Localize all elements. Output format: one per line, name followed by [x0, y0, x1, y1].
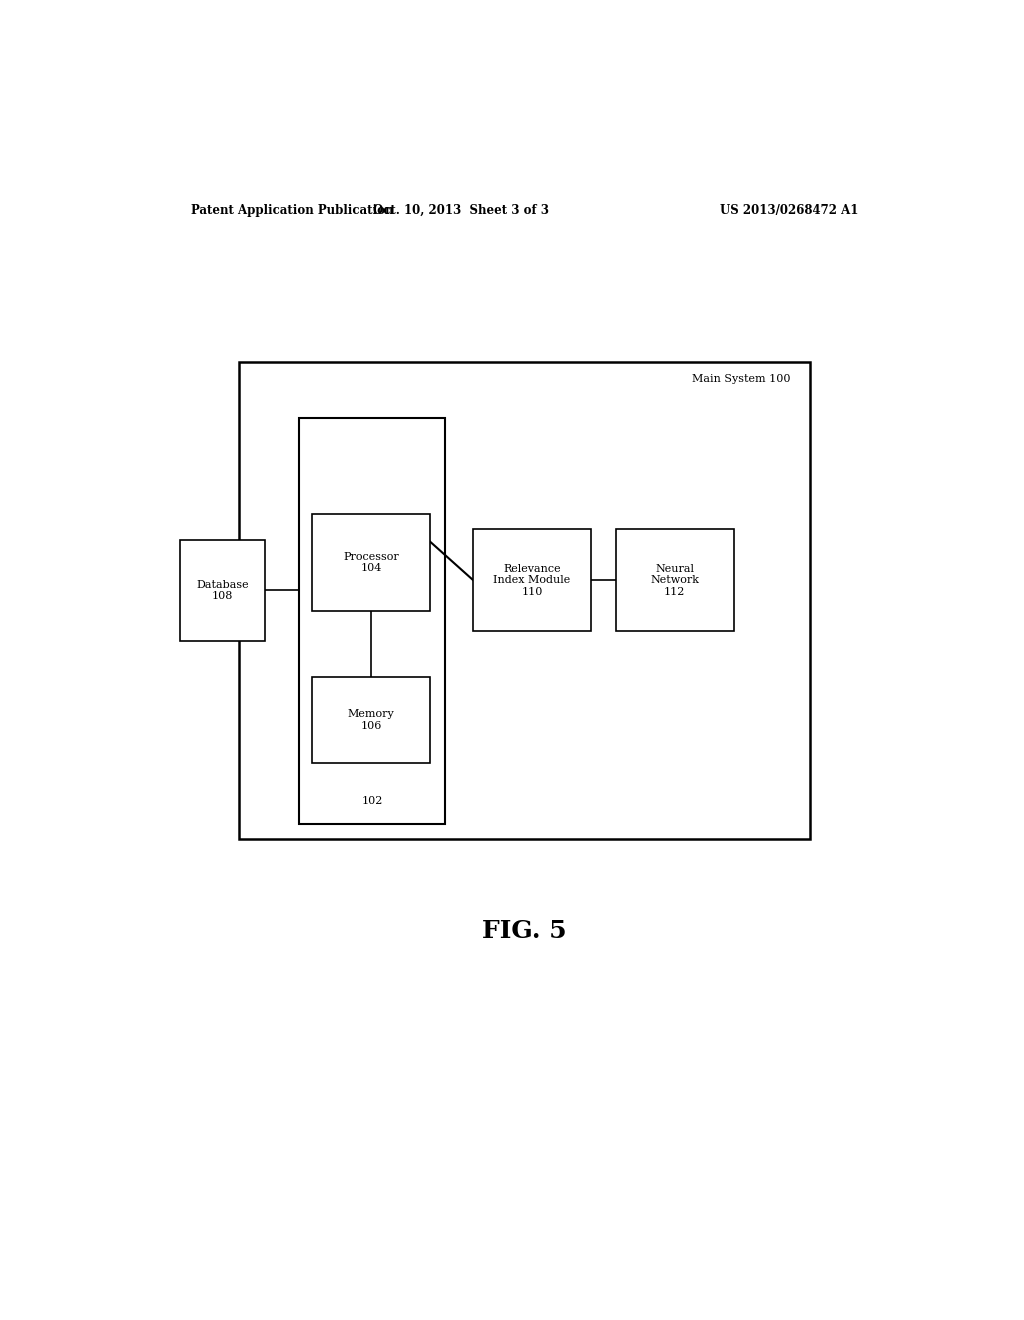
Text: Main System 100: Main System 100: [692, 374, 791, 384]
Text: Relevance
Index Module
110: Relevance Index Module 110: [494, 564, 570, 597]
Text: US 2013/0268472 A1: US 2013/0268472 A1: [720, 205, 858, 216]
FancyBboxPatch shape: [473, 529, 591, 631]
FancyBboxPatch shape: [299, 417, 445, 824]
FancyBboxPatch shape: [179, 540, 265, 642]
FancyBboxPatch shape: [240, 362, 811, 840]
Text: Oct. 10, 2013  Sheet 3 of 3: Oct. 10, 2013 Sheet 3 of 3: [374, 205, 549, 216]
FancyBboxPatch shape: [312, 677, 430, 763]
Text: FIG. 5: FIG. 5: [482, 919, 567, 942]
FancyBboxPatch shape: [616, 529, 733, 631]
Text: 102: 102: [361, 796, 383, 805]
Text: Neural
Network
112: Neural Network 112: [650, 564, 699, 597]
Text: Database
108: Database 108: [197, 579, 249, 601]
FancyBboxPatch shape: [312, 515, 430, 611]
Text: Memory
106: Memory 106: [347, 709, 394, 731]
Text: Patent Application Publication: Patent Application Publication: [191, 205, 394, 216]
Text: Processor
104: Processor 104: [343, 552, 398, 573]
